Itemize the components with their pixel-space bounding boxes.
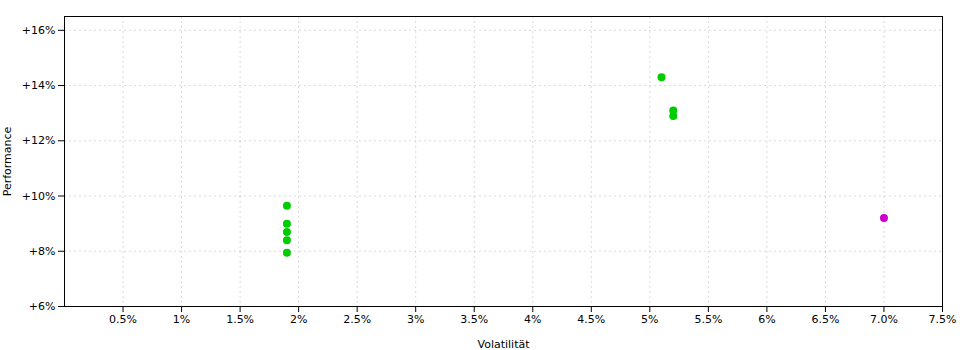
svg-text:4%: 4% [524, 313, 541, 326]
svg-text:+14%: +14% [22, 79, 56, 92]
svg-text:0.5%: 0.5% [109, 313, 137, 326]
svg-text:+6%: +6% [29, 300, 56, 313]
svg-text:7.5%: 7.5% [929, 313, 957, 326]
svg-text:1%: 1% [173, 313, 190, 326]
svg-text:Volatilität: Volatilität [477, 338, 530, 350]
svg-text:5.5%: 5.5% [694, 313, 722, 326]
svg-text:2.5%: 2.5% [343, 313, 371, 326]
svg-text:7.0%: 7.0% [870, 313, 898, 326]
svg-text:+8%: +8% [29, 245, 56, 258]
svg-text:Performance: Performance [1, 126, 14, 196]
svg-text:+16%: +16% [22, 24, 56, 37]
svg-text:+10%: +10% [22, 190, 56, 203]
svg-text:6.5%: 6.5% [811, 313, 839, 326]
svg-text:+12%: +12% [22, 134, 56, 147]
svg-text:4.5%: 4.5% [577, 313, 605, 326]
svg-text:3.5%: 3.5% [460, 313, 488, 326]
svg-text:5%: 5% [641, 313, 658, 326]
svg-text:6%: 6% [758, 313, 775, 326]
svg-text:1.5%: 1.5% [226, 313, 254, 326]
svg-text:2%: 2% [290, 313, 307, 326]
svg-text:3%: 3% [407, 313, 424, 326]
